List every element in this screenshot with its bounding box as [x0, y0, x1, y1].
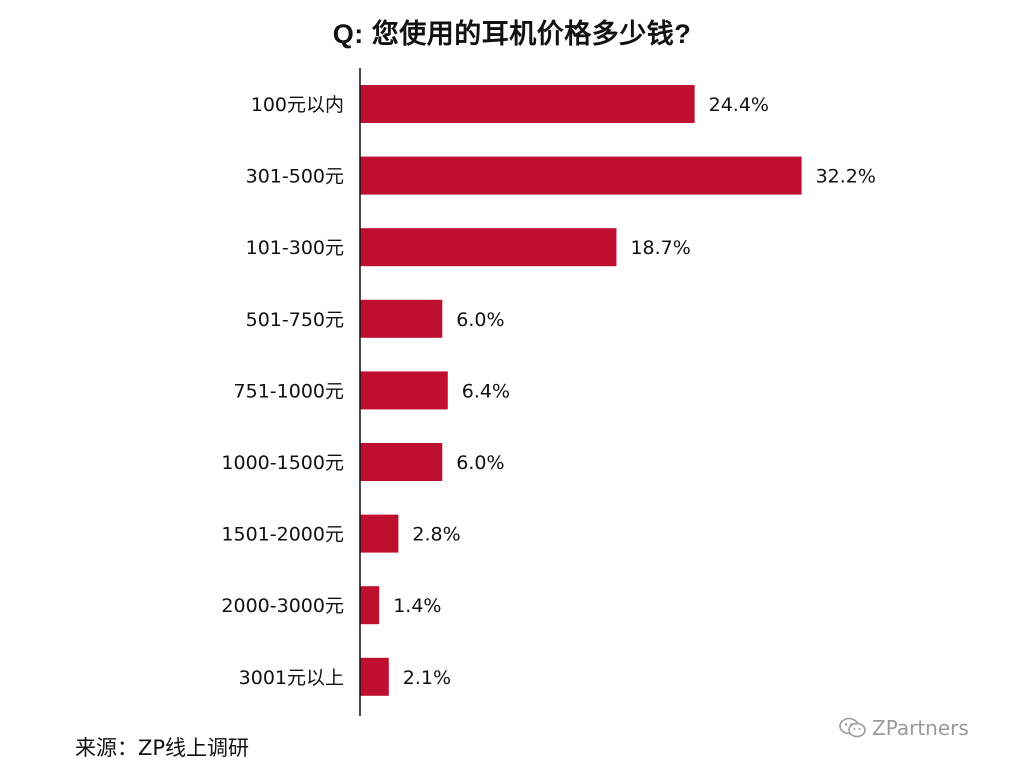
value-label: 24.4%	[709, 94, 769, 116]
bar	[360, 586, 380, 625]
value-label: 2.8%	[412, 524, 460, 546]
category-label: 301-500元	[246, 166, 344, 188]
bar	[360, 514, 399, 553]
category-label: 3001元以上	[239, 667, 344, 689]
value-label: 6.4%	[462, 380, 510, 402]
bar	[360, 657, 389, 696]
value-label: 18.7%	[630, 237, 690, 259]
watermark: ZPartners	[838, 713, 969, 743]
category-label: 1501-2000元	[221, 524, 344, 546]
bar	[360, 85, 695, 123]
bar	[360, 156, 802, 195]
category-label: 100元以内	[251, 94, 344, 116]
value-label: 6.0%	[456, 452, 504, 474]
value-label: 2.1%	[403, 667, 451, 689]
watermark-text: ZPartners	[872, 716, 969, 740]
category-label: 1000-1500元	[221, 452, 344, 474]
value-label: 32.2%	[816, 166, 876, 188]
category-label: 501-750元	[246, 309, 344, 331]
category-label: 2000-3000元	[221, 595, 344, 617]
bars-layer: 100元以内 24.4% 301-500元 32.2% 101-300元 18.7% 501…	[221, 85, 876, 696]
category-label: 751-1000元	[234, 380, 344, 402]
value-label: 6.0%	[456, 309, 504, 331]
wechat-icon	[839, 717, 866, 738]
value-label: 1.4%	[393, 595, 441, 617]
bar	[360, 228, 617, 267]
bar	[360, 371, 448, 410]
bar	[360, 443, 443, 481]
source-note: 来源：ZP线上调研	[75, 736, 250, 760]
bar	[360, 299, 443, 338]
category-label: 101-300元	[246, 237, 344, 259]
chart-title: Q: 您使用的耳机价格多少钱?	[332, 19, 692, 49]
